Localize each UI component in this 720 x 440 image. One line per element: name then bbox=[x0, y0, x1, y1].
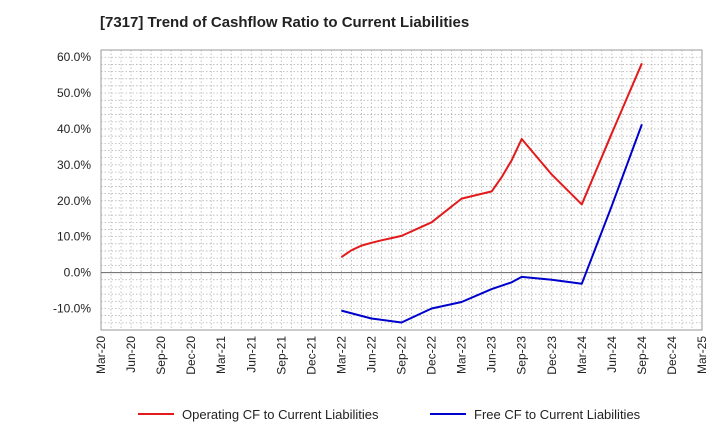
x-tick-label: Sep-21 bbox=[274, 336, 288, 375]
x-tick-label: Mar-23 bbox=[455, 336, 469, 374]
x-tick-label: Sep-22 bbox=[395, 336, 409, 375]
y-tick-label: 60.0% bbox=[57, 50, 91, 64]
legend-label: Operating CF to Current Liabilities bbox=[182, 407, 379, 422]
x-tick-label: Dec-20 bbox=[184, 336, 198, 375]
x-tick-label: Jun-22 bbox=[364, 336, 378, 373]
x-tick-label: Dec-22 bbox=[425, 336, 439, 375]
legend-label: Free CF to Current Liabilities bbox=[474, 407, 641, 422]
y-tick-label: 0.0% bbox=[64, 266, 92, 280]
x-tick-label: Mar-20 bbox=[94, 336, 108, 374]
y-tick-label: -10.0% bbox=[53, 301, 91, 315]
x-tick-label: Mar-22 bbox=[334, 336, 348, 374]
chart-title: [7317] Trend of Cashflow Ratio to Curren… bbox=[100, 14, 470, 31]
x-tick-label: Mar-21 bbox=[214, 336, 228, 374]
x-tick-label: Jun-23 bbox=[485, 336, 499, 373]
y-tick-label: 40.0% bbox=[57, 122, 91, 136]
x-tick-label: Sep-23 bbox=[515, 336, 529, 375]
x-tick-label: Dec-24 bbox=[665, 336, 679, 375]
x-tick-label: Dec-21 bbox=[304, 336, 318, 375]
x-tick-label: Sep-24 bbox=[635, 336, 649, 375]
y-tick-label: 20.0% bbox=[57, 194, 91, 208]
series-line-1 bbox=[341, 123, 643, 324]
x-tick-label: Mar-24 bbox=[575, 336, 589, 374]
y-tick-label: 50.0% bbox=[57, 86, 91, 100]
x-tick-label: Jun-21 bbox=[244, 336, 258, 373]
y-tick-label: 10.0% bbox=[57, 230, 91, 244]
y-tick-label: 30.0% bbox=[57, 158, 91, 172]
x-tick-label: Sep-20 bbox=[154, 336, 168, 375]
series-line-0 bbox=[340, 62, 643, 258]
x-tick-label: Jun-24 bbox=[605, 336, 619, 373]
x-tick-label: Dec-23 bbox=[545, 336, 559, 375]
x-tick-label: Mar-25 bbox=[695, 336, 709, 374]
x-tick-label: Jun-20 bbox=[124, 336, 138, 373]
